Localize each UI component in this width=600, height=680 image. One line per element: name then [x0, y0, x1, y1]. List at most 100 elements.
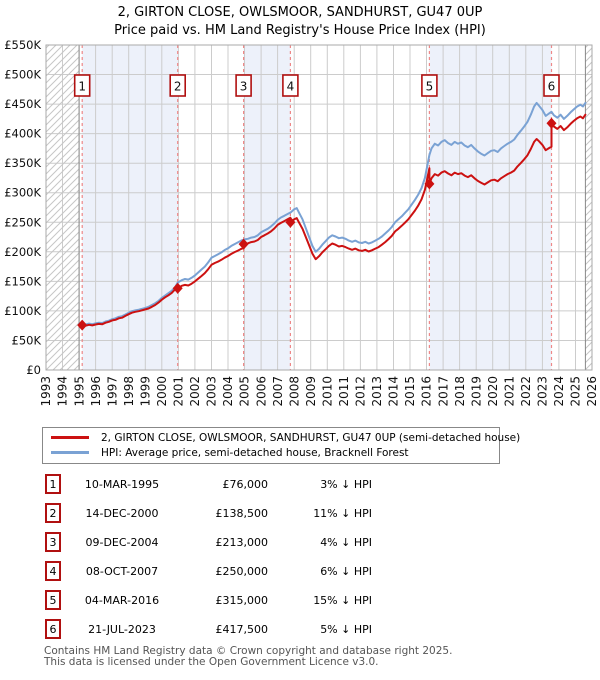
sale-flag-box	[235, 74, 252, 97]
table-row: 4 08-OCT-2007 £250,000 6% ↓ HPI	[45, 561, 372, 581]
x-axis-label: 2007	[271, 376, 285, 407]
sale-flag-box	[169, 74, 186, 97]
y-axis-label: £300K	[4, 186, 41, 200]
x-axis-label: 2005	[238, 376, 252, 407]
price-line-swatch	[51, 436, 89, 439]
x-axis-label: 2016	[420, 376, 434, 407]
x-axis-label: 1999	[139, 376, 153, 407]
sale-marker	[424, 178, 435, 190]
sale-vs-hpi: 4% ↓ HPI	[320, 535, 372, 549]
hpi-line	[78, 101, 587, 326]
x-axis-label: 2015	[403, 376, 417, 407]
sale-vs-hpi: 15% ↓ HPI	[313, 593, 372, 607]
sale-date: 08-OCT-2007	[85, 564, 159, 578]
page-subtitle: Price paid vs. HM Land Registry's House …	[114, 23, 486, 38]
no-data-hatch	[585, 45, 592, 370]
licence-line-2: This data is licensed under the Open Gov…	[44, 656, 379, 668]
sale-number-badge: 2	[45, 503, 61, 523]
x-axis-label: 2026	[585, 376, 599, 407]
x-axis-label: 2020	[486, 376, 500, 407]
x-axis-label: 2013	[370, 376, 384, 407]
sale-vs-hpi: 6% ↓ HPI	[320, 564, 372, 578]
x-axis-label: 1996	[89, 376, 103, 407]
x-axis-label: 2011	[337, 376, 351, 407]
legend-label-price: 2, GIRTON CLOSE, OWLSMOOR, SANDHURST, GU…	[101, 431, 521, 444]
sale-vs-hpi: 5% ↓ HPI	[320, 622, 372, 636]
x-axis-label: 2009	[304, 376, 318, 407]
x-axis-label: 2008	[287, 376, 301, 407]
x-axis-label: 1994	[56, 376, 70, 407]
sale-date: 14-DEC-2000	[85, 506, 159, 520]
x-axis-label: 2001	[172, 376, 186, 407]
sale-marker	[238, 238, 249, 250]
table-row: 6 21-JUL-2023 £417,500 5% ↓ HPI	[45, 619, 372, 639]
sale-flag-box	[73, 74, 91, 97]
x-axis-label: 2004	[221, 376, 235, 407]
y-axis-label: £250K	[4, 215, 41, 229]
sale-price: £250,000	[215, 564, 269, 578]
x-axis-label: 1997	[105, 376, 119, 407]
ownership-band	[82, 45, 178, 370]
price-line	[81, 113, 587, 327]
x-axis-label: 1995	[72, 376, 86, 407]
hpi-line-swatch	[51, 451, 89, 454]
sale-price: £138,500	[215, 506, 269, 520]
sale-flag-box	[282, 74, 299, 97]
sale-flag-number: 3	[240, 80, 248, 94]
x-axis-label: 2021	[503, 376, 517, 407]
x-axis-label: 2017	[436, 376, 450, 407]
sale-price: £315,000	[215, 593, 269, 607]
y-axis-label: £200K	[4, 245, 41, 259]
legend-item-hpi: HPI: Average price, semi-detached house,…	[51, 445, 495, 460]
plot-border	[45, 44, 593, 371]
y-axis-label: £350K	[4, 156, 41, 170]
sale-flag-box	[543, 74, 560, 97]
licence-note: Contains HM Land Registry data © Crown c…	[44, 646, 452, 668]
y-axis-label: £150K	[4, 274, 41, 288]
sale-flag-number: 1	[78, 80, 86, 94]
sale-date: 09-DEC-2004	[85, 535, 159, 549]
x-axis-label: 2003	[205, 376, 219, 407]
x-axis-label: 2010	[321, 376, 335, 407]
sale-price: £417,500	[215, 622, 269, 636]
page-title: 2, GIRTON CLOSE, OWLSMOOR, SANDHURST, GU…	[117, 5, 483, 20]
legend-label-hpi: HPI: Average price, semi-detached house,…	[101, 446, 409, 459]
table-row: 1 10-MAR-1995 £76,000 3% ↓ HPI	[45, 474, 372, 494]
ownership-band	[243, 45, 291, 370]
licence-line-1: Contains HM Land Registry data © Crown c…	[44, 645, 453, 657]
sales-table: 1 10-MAR-1995 £76,000 3% ↓ HPI 2 14-DEC-…	[45, 474, 372, 648]
sale-marker	[77, 319, 88, 331]
y-axis-label: £100K	[4, 304, 41, 318]
sale-price: £213,000	[215, 535, 269, 549]
y-axis-label: £400K	[4, 127, 41, 141]
no-data-hatch	[46, 45, 80, 370]
x-axis-label: 2018	[453, 376, 467, 407]
sale-marker	[172, 282, 183, 294]
x-axis-label: 1993	[39, 376, 53, 407]
sale-marker	[285, 216, 296, 228]
sale-vs-hpi: 3% ↓ HPI	[320, 477, 372, 491]
sale-number-badge: 4	[45, 561, 61, 581]
sale-vs-hpi: 11% ↓ HPI	[313, 506, 372, 520]
sale-number-badge: 3	[45, 532, 61, 552]
sale-number-badge: 5	[45, 590, 61, 610]
y-axis-label: £50K	[12, 334, 42, 348]
sale-flag-number: 5	[426, 80, 434, 94]
x-axis-label: 2023	[536, 376, 550, 407]
table-row: 2 14-DEC-2000 £138,500 11% ↓ HPI	[45, 503, 372, 523]
sale-flag-number: 4	[287, 80, 295, 94]
y-axis-label: £450K	[4, 97, 41, 111]
table-row: 3 09-DEC-2004 £213,000 4% ↓ HPI	[45, 532, 372, 552]
sale-flag-box	[421, 74, 438, 97]
sale-price: £76,000	[222, 477, 269, 491]
y-axis-label: £550K	[4, 38, 41, 52]
x-axis-label: 1998	[122, 376, 136, 407]
x-axis-label: 2006	[254, 376, 268, 407]
x-axis-label: 2022	[519, 376, 533, 407]
sale-marker	[546, 117, 557, 129]
table-row: 5 04-MAR-2016 £315,000 15% ↓ HPI	[45, 590, 372, 610]
x-axis-label: 2025	[569, 376, 583, 407]
sale-number-badge: 1	[45, 474, 61, 494]
sale-date: 04-MAR-2016	[84, 593, 160, 607]
